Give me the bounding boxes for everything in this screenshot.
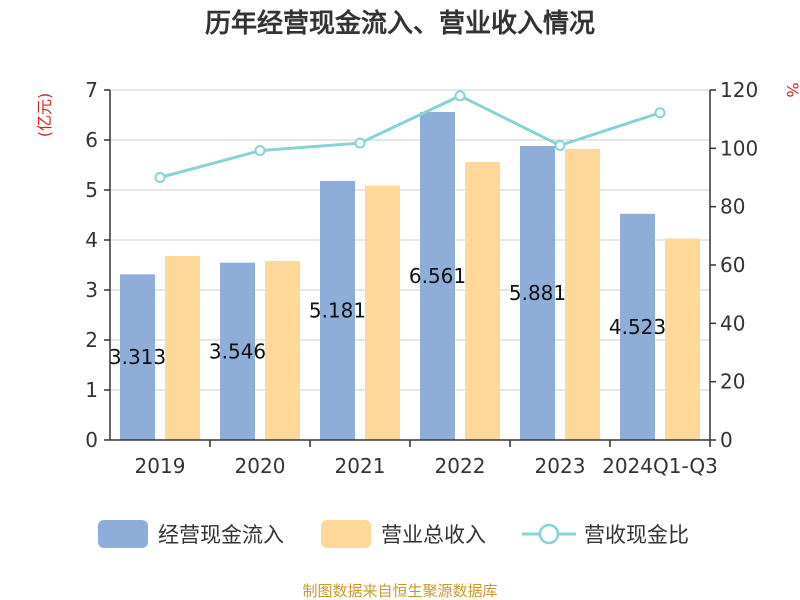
grid: [110, 89, 710, 391]
right-tick-label: 40: [720, 311, 745, 335]
data-label: 5.881: [509, 281, 566, 305]
right-tick-label: 60: [720, 253, 745, 277]
data-labels: 3.313 3.546 5.181 6.561 5.881 4.523: [109, 264, 666, 369]
x-tick-label: 2019: [135, 454, 186, 478]
bar: [120, 274, 155, 440]
data-label: 6.561: [409, 264, 466, 288]
left-tick-label: 5: [85, 178, 98, 202]
right-tick-label: 20: [720, 370, 745, 394]
ratio-point: [254, 145, 266, 157]
bar: [320, 180, 355, 440]
left-tick-label: 4: [85, 228, 98, 252]
legend-swatch: [98, 520, 148, 548]
bar: [665, 238, 700, 440]
ratio-point: [554, 139, 566, 151]
left-tick-label: 2: [85, 328, 98, 352]
legend: 经营现金流入 营业总收入 营收现金比: [98, 520, 689, 548]
ratio-point: [354, 137, 366, 149]
data-label: 3.313: [109, 345, 166, 369]
axes: 0 1 2 3 4 5 6 7 0 20 40 60 80 100 120 2019 2020 2021 2022 2…: [85, 78, 758, 478]
legend-label: 营收现金比: [584, 523, 689, 547]
ratio-line: [154, 90, 666, 183]
legend-swatch: [321, 520, 371, 548]
ratio-point: [454, 90, 466, 102]
left-tick-label: 3: [85, 278, 98, 302]
right-tick-label: 80: [720, 195, 745, 219]
bar: [265, 261, 300, 440]
bar: [520, 145, 555, 440]
bar: [365, 185, 400, 440]
legend-label: 经营现金流入: [158, 523, 284, 547]
bars: [120, 111, 700, 440]
right-tick-label: 120: [720, 78, 758, 102]
bar: [465, 162, 500, 440]
left-tick-label: 0: [85, 428, 98, 452]
bar: [220, 262, 255, 440]
bar: [420, 111, 455, 440]
x-tick-label: 2020: [235, 454, 286, 478]
data-label: 5.181: [309, 298, 366, 322]
bar: [620, 213, 655, 440]
left-tick-label: 7: [85, 78, 98, 102]
ratio-point: [654, 107, 666, 119]
left-tick-label: 1: [85, 378, 98, 402]
source-note: 制图数据来自恒生聚源数据库: [302, 582, 497, 600]
right-axis-unit: %: [783, 82, 800, 97]
ratio-series-line: [159, 94, 661, 179]
right-tick-label: 0: [720, 428, 733, 452]
data-label: 4.523: [609, 315, 666, 339]
legend-label: 营业总收入: [381, 523, 486, 547]
left-tick-label: 6: [85, 128, 98, 152]
x-tick-label: 2022: [435, 454, 486, 478]
data-label: 3.546: [209, 339, 266, 363]
chart-title: 历年经营现金流入、营业收入情况: [205, 8, 595, 39]
left-axis-unit: (亿元): [35, 93, 54, 138]
legend-line-marker: [538, 523, 560, 545]
bar: [165, 256, 200, 440]
ratio-point: [154, 172, 166, 183]
bar: [565, 149, 600, 440]
x-tick-label: 2023: [535, 454, 586, 478]
x-tick-label: 2024Q1-Q3: [602, 454, 718, 478]
x-tick-label: 2021: [335, 454, 386, 478]
right-tick-label: 100: [720, 136, 758, 160]
